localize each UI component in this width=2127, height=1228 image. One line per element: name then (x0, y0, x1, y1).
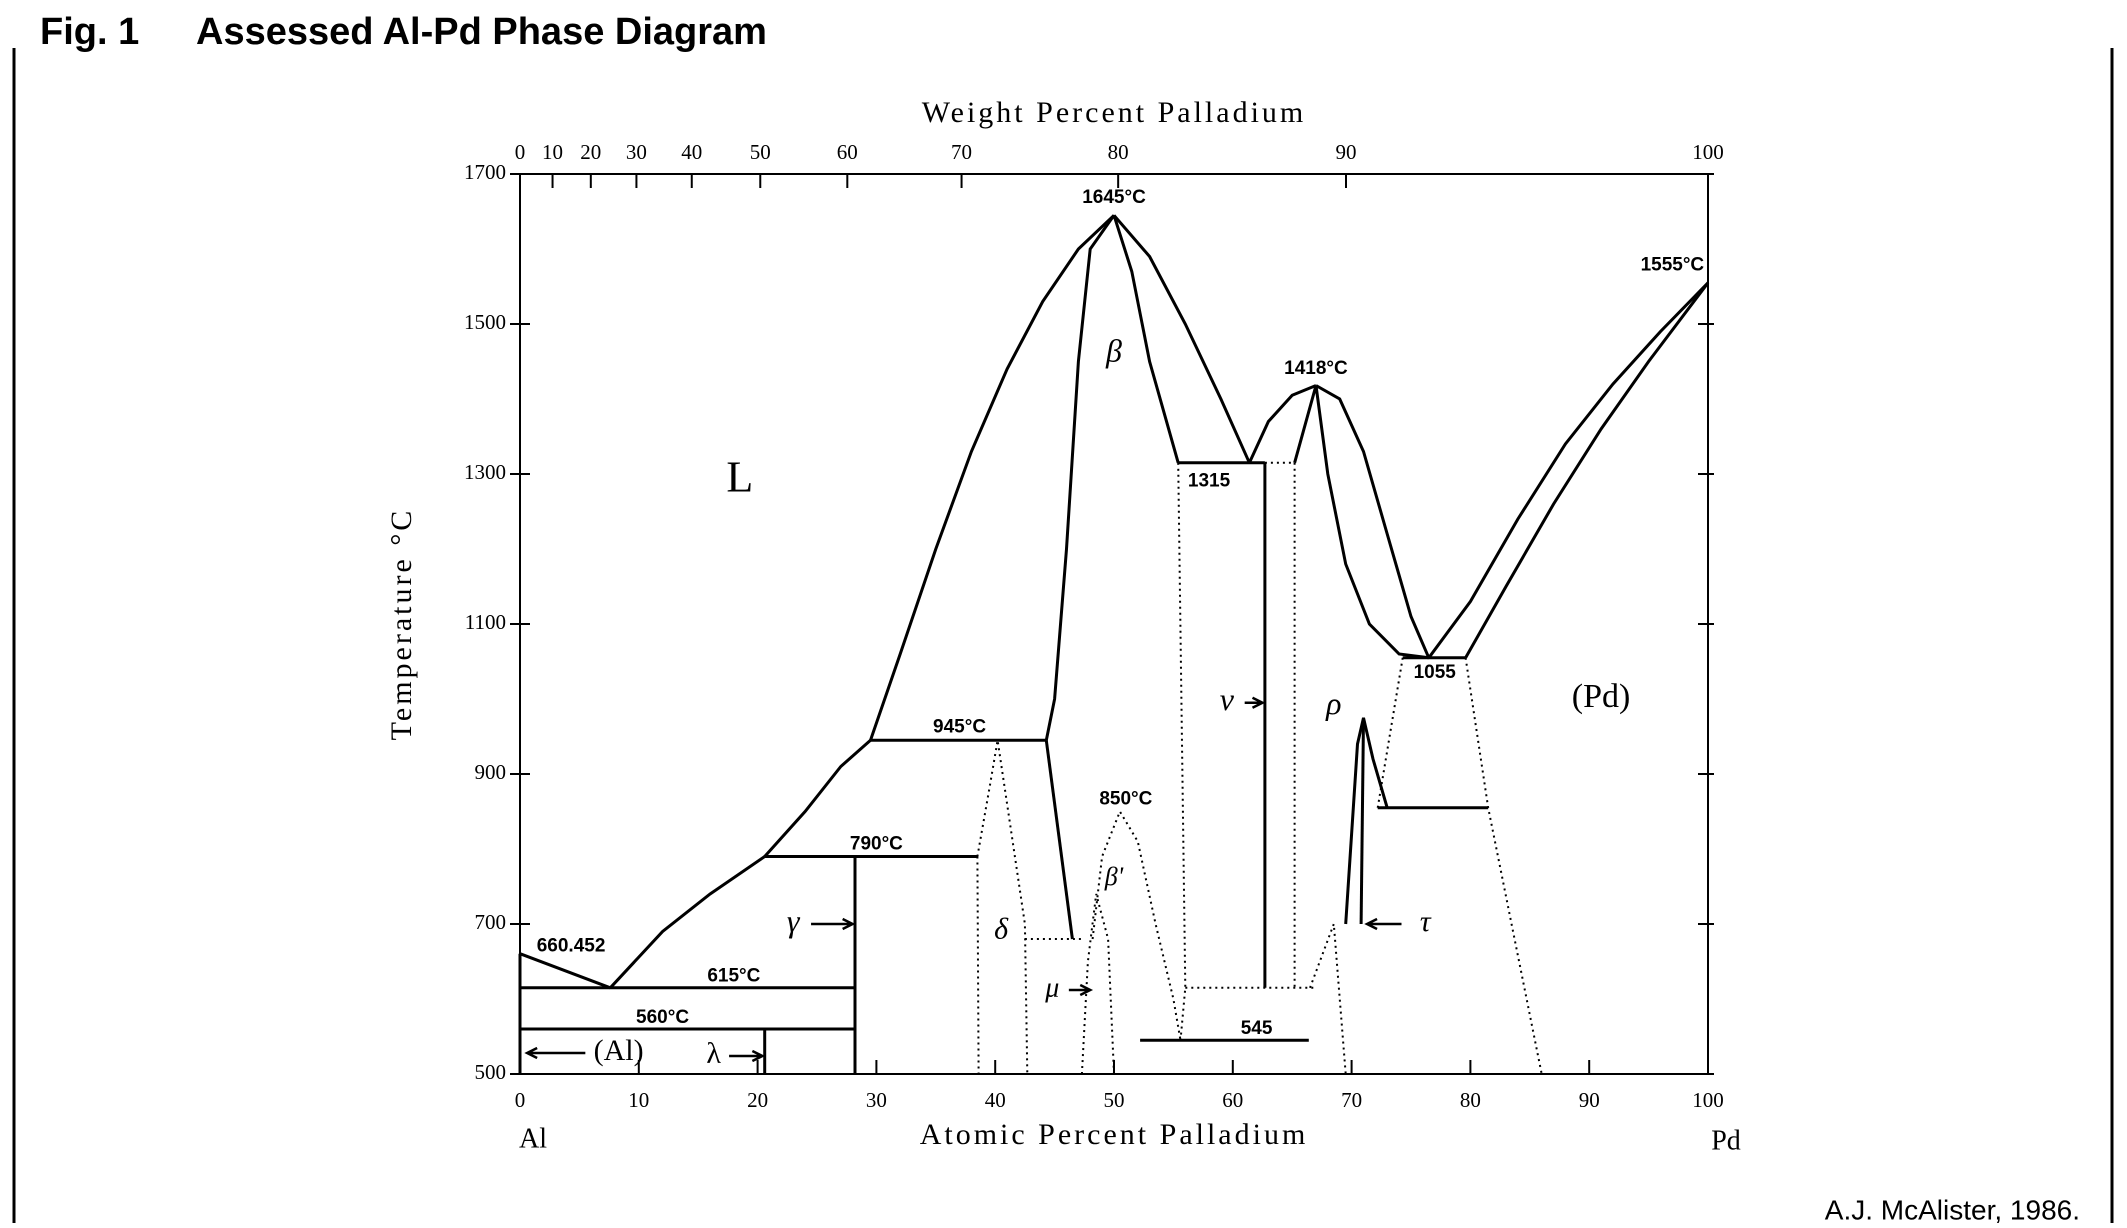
phase-label: β (1105, 332, 1122, 368)
phase-boundary (1464, 281, 1710, 659)
phase-label: μ (1044, 972, 1059, 1003)
phase-label: 1418°C (1284, 358, 1348, 379)
x2-tick-label: 30 (626, 140, 647, 164)
phase-label: 945°C (933, 717, 986, 738)
x-tick-label: 90 (1579, 1088, 1600, 1112)
phase-boundary (1427, 281, 1710, 659)
right-element: Pd (1711, 1125, 1741, 1156)
phase-boundary (1248, 384, 1317, 464)
x-tick-label: 100 (1692, 1088, 1724, 1112)
phase-label: 545 (1241, 1018, 1273, 1039)
phase-label: λ (706, 1037, 721, 1070)
phase-label: γ (787, 902, 801, 938)
phase-label: 790°C (850, 834, 903, 855)
phase-label: β' (1104, 862, 1124, 891)
x2-tick-label: 80 (1108, 140, 1129, 164)
phase-label: 1645°C (1082, 187, 1146, 208)
phase-boundary (1314, 385, 1429, 660)
phase-boundary (1293, 385, 1318, 464)
phase-boundary (869, 214, 1116, 741)
x-tick-label: 30 (866, 1088, 887, 1112)
phase-boundary (1080, 893, 1115, 1075)
phase-label: (Al) (594, 1034, 644, 1067)
phase-label: 1055 (1414, 662, 1457, 683)
arrow (1068, 983, 1094, 997)
phase-boundary (1344, 717, 1389, 925)
y-tick-label: 1300 (464, 460, 506, 484)
figure-title: Assessed Al-Pd Phase Diagram (196, 11, 767, 53)
x-tick-label: 50 (1104, 1088, 1125, 1112)
x-tick-label: 40 (985, 1088, 1006, 1112)
x2-tick-label: 40 (681, 140, 702, 164)
phase-boundary (976, 740, 1029, 1075)
phase-boundary (1464, 657, 1543, 1075)
credit: A.J. McAlister, 1986. (1825, 1194, 2080, 1223)
phase-boundary (1044, 740, 1074, 940)
arrow (811, 917, 856, 931)
phase-label: 850°C (1099, 789, 1152, 810)
phase-label: δ (994, 912, 1009, 945)
y-tick-label: 1700 (464, 160, 506, 184)
figure-label: Fig. 1 (40, 11, 139, 53)
x-tick-label: 20 (747, 1088, 768, 1112)
x2-tick-label: 90 (1335, 140, 1356, 164)
phase-label: ρ (1325, 685, 1341, 721)
x2-tick-label: 70 (951, 140, 972, 164)
phase-label: 1555°C (1641, 255, 1705, 276)
phase-boundary (609, 855, 766, 989)
phase-label: 560°C (636, 1007, 689, 1028)
phase-boundary (1309, 923, 1347, 1075)
y-axis-title: Temperature °C (385, 508, 418, 741)
x2-tick-label: 10 (542, 140, 563, 164)
x-axis-title: Atomic Percent Palladium (920, 1118, 1309, 1151)
x-tick-label: 80 (1460, 1088, 1481, 1112)
phase-label: 1315 (1188, 471, 1231, 492)
y-tick-label: 700 (475, 910, 507, 934)
arrow (729, 1049, 766, 1063)
x-tick-label: 60 (1222, 1088, 1243, 1112)
x2-tick-label: 20 (580, 140, 601, 164)
left-element: Al (519, 1123, 547, 1154)
y-tick-label: 1500 (464, 310, 506, 334)
phase-label: L (726, 453, 753, 502)
y-tick-label: 1100 (465, 610, 506, 634)
phase-boundary (519, 952, 611, 990)
x2-tick-label: 0 (515, 140, 526, 164)
x2-tick-label: 60 (837, 140, 858, 164)
phase-boundary (1112, 214, 1180, 464)
x-tick-label: 10 (628, 1088, 649, 1112)
x-tick-label: 0 (515, 1088, 526, 1112)
x2-axis-title: Weight Percent Palladium (922, 96, 1307, 129)
phase-boundary (1091, 809, 1182, 1041)
phase-boundary (1112, 214, 1251, 464)
x-tick-label: 70 (1341, 1088, 1362, 1112)
y-tick-label: 900 (475, 760, 507, 784)
phase-label: 660.452 (537, 936, 606, 957)
arrow (1244, 696, 1266, 709)
phase-boundary (1177, 462, 1187, 1041)
x2-tick-label: 50 (750, 140, 771, 164)
x2-tick-label: 100 (1692, 140, 1724, 164)
phase-boundary (1359, 717, 1365, 925)
phase-boundary (976, 856, 980, 1075)
phase-label: (Pd) (1572, 678, 1631, 715)
phase-boundary (763, 739, 872, 858)
arrow (524, 1046, 586, 1060)
phase-boundary (1376, 657, 1404, 808)
phase-label: τ (1420, 905, 1432, 938)
phase-boundary (1044, 214, 1116, 741)
arrow (1364, 917, 1402, 931)
phase-boundary (1315, 384, 1431, 659)
plot-frame (519, 173, 1709, 1075)
phase-label: 615°C (707, 966, 760, 987)
phase-label: ν (1220, 681, 1235, 717)
y-tick-label: 500 (475, 1060, 507, 1084)
